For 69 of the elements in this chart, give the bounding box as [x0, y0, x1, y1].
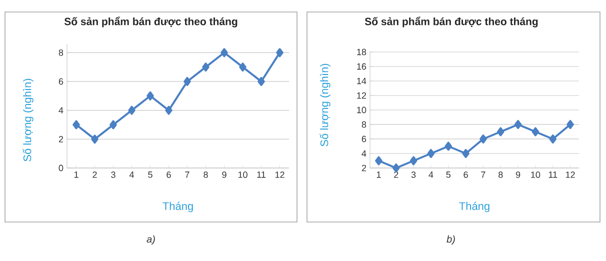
x-tick-label: 6: [166, 172, 171, 178]
y-tick-label: 4: [362, 150, 366, 157]
point: [444, 142, 452, 151]
x-tick-label: 3: [411, 172, 416, 178]
x-tick-label: 7: [185, 172, 190, 178]
chart-title: Số sản phẩm bán được theo tháng: [64, 16, 238, 28]
point: [549, 134, 556, 144]
text: b): [446, 235, 455, 245]
chart-title: Số sản phẩm bán được theo tháng: [364, 16, 538, 28]
x-tick-label: 5: [148, 172, 152, 178]
x-tick-label: 6: [464, 172, 468, 178]
point: [202, 62, 210, 72]
y-tick-label: 16: [357, 63, 366, 70]
y-tick-label: 2: [362, 164, 366, 172]
x-tick-label: 2: [92, 172, 97, 178]
point: [566, 120, 574, 129]
y-tick-label: 6: [362, 136, 366, 142]
x-tick-label: 12: [275, 172, 284, 178]
y-tick-label: 18: [357, 48, 366, 56]
x-tick-label: 4: [428, 172, 434, 178]
y-tick-label: 8: [58, 49, 64, 56]
point: [462, 148, 470, 158]
y-tick-label: 6: [58, 78, 64, 85]
point: [375, 156, 382, 166]
x-tick-label: 11: [257, 172, 266, 178]
point: [239, 62, 246, 72]
y-tick-label: 4: [58, 107, 64, 114]
x-tick-label: 3: [111, 172, 116, 178]
point: [184, 76, 191, 86]
point: [220, 48, 228, 58]
point: [110, 120, 117, 130]
point: [146, 91, 154, 100]
x-tick-label: 9: [516, 172, 520, 178]
point: [258, 76, 265, 86]
y-axis-title: Số lượng (nghìn): [320, 64, 330, 146]
point: [72, 120, 80, 130]
point: [427, 148, 435, 158]
x-tick-label: 4: [129, 172, 134, 178]
x-tick-label: 7: [481, 172, 486, 178]
x-axis-title: Tháng: [162, 202, 193, 212]
x-tick-label: 1: [74, 172, 78, 178]
x-tick-label: 12: [566, 172, 575, 178]
x-tick-label: 1: [376, 172, 381, 178]
point: [276, 48, 284, 58]
x-tick-label: 8: [204, 172, 208, 178]
x-tick-label: 10: [238, 172, 248, 178]
y-tick-label: 10: [357, 106, 366, 114]
y-tick-label: 12: [357, 92, 366, 99]
x-tick-label: 11: [548, 172, 558, 178]
point: [91, 134, 98, 144]
point: [514, 120, 522, 129]
point: [532, 127, 540, 136]
x-tick-label: 5: [446, 172, 450, 178]
x-axis-title: Tháng: [459, 202, 490, 212]
y-tick-label: 8: [362, 121, 366, 128]
x-tick-label: 10: [531, 172, 540, 178]
x-tick-label: 9: [222, 172, 226, 178]
point: [128, 106, 136, 115]
point: [410, 156, 418, 166]
point: [165, 106, 172, 115]
point: [392, 163, 400, 172]
point: [480, 134, 487, 144]
text: a): [146, 235, 155, 245]
y-tick-label: 14: [357, 78, 366, 84]
point: [496, 127, 504, 136]
x-tick-label: 8: [498, 172, 503, 178]
y-axis-title: Số lượng (nghìn): [22, 78, 34, 162]
y-tick-label: 2: [58, 136, 64, 142]
y-tick-label: 0: [58, 164, 64, 172]
